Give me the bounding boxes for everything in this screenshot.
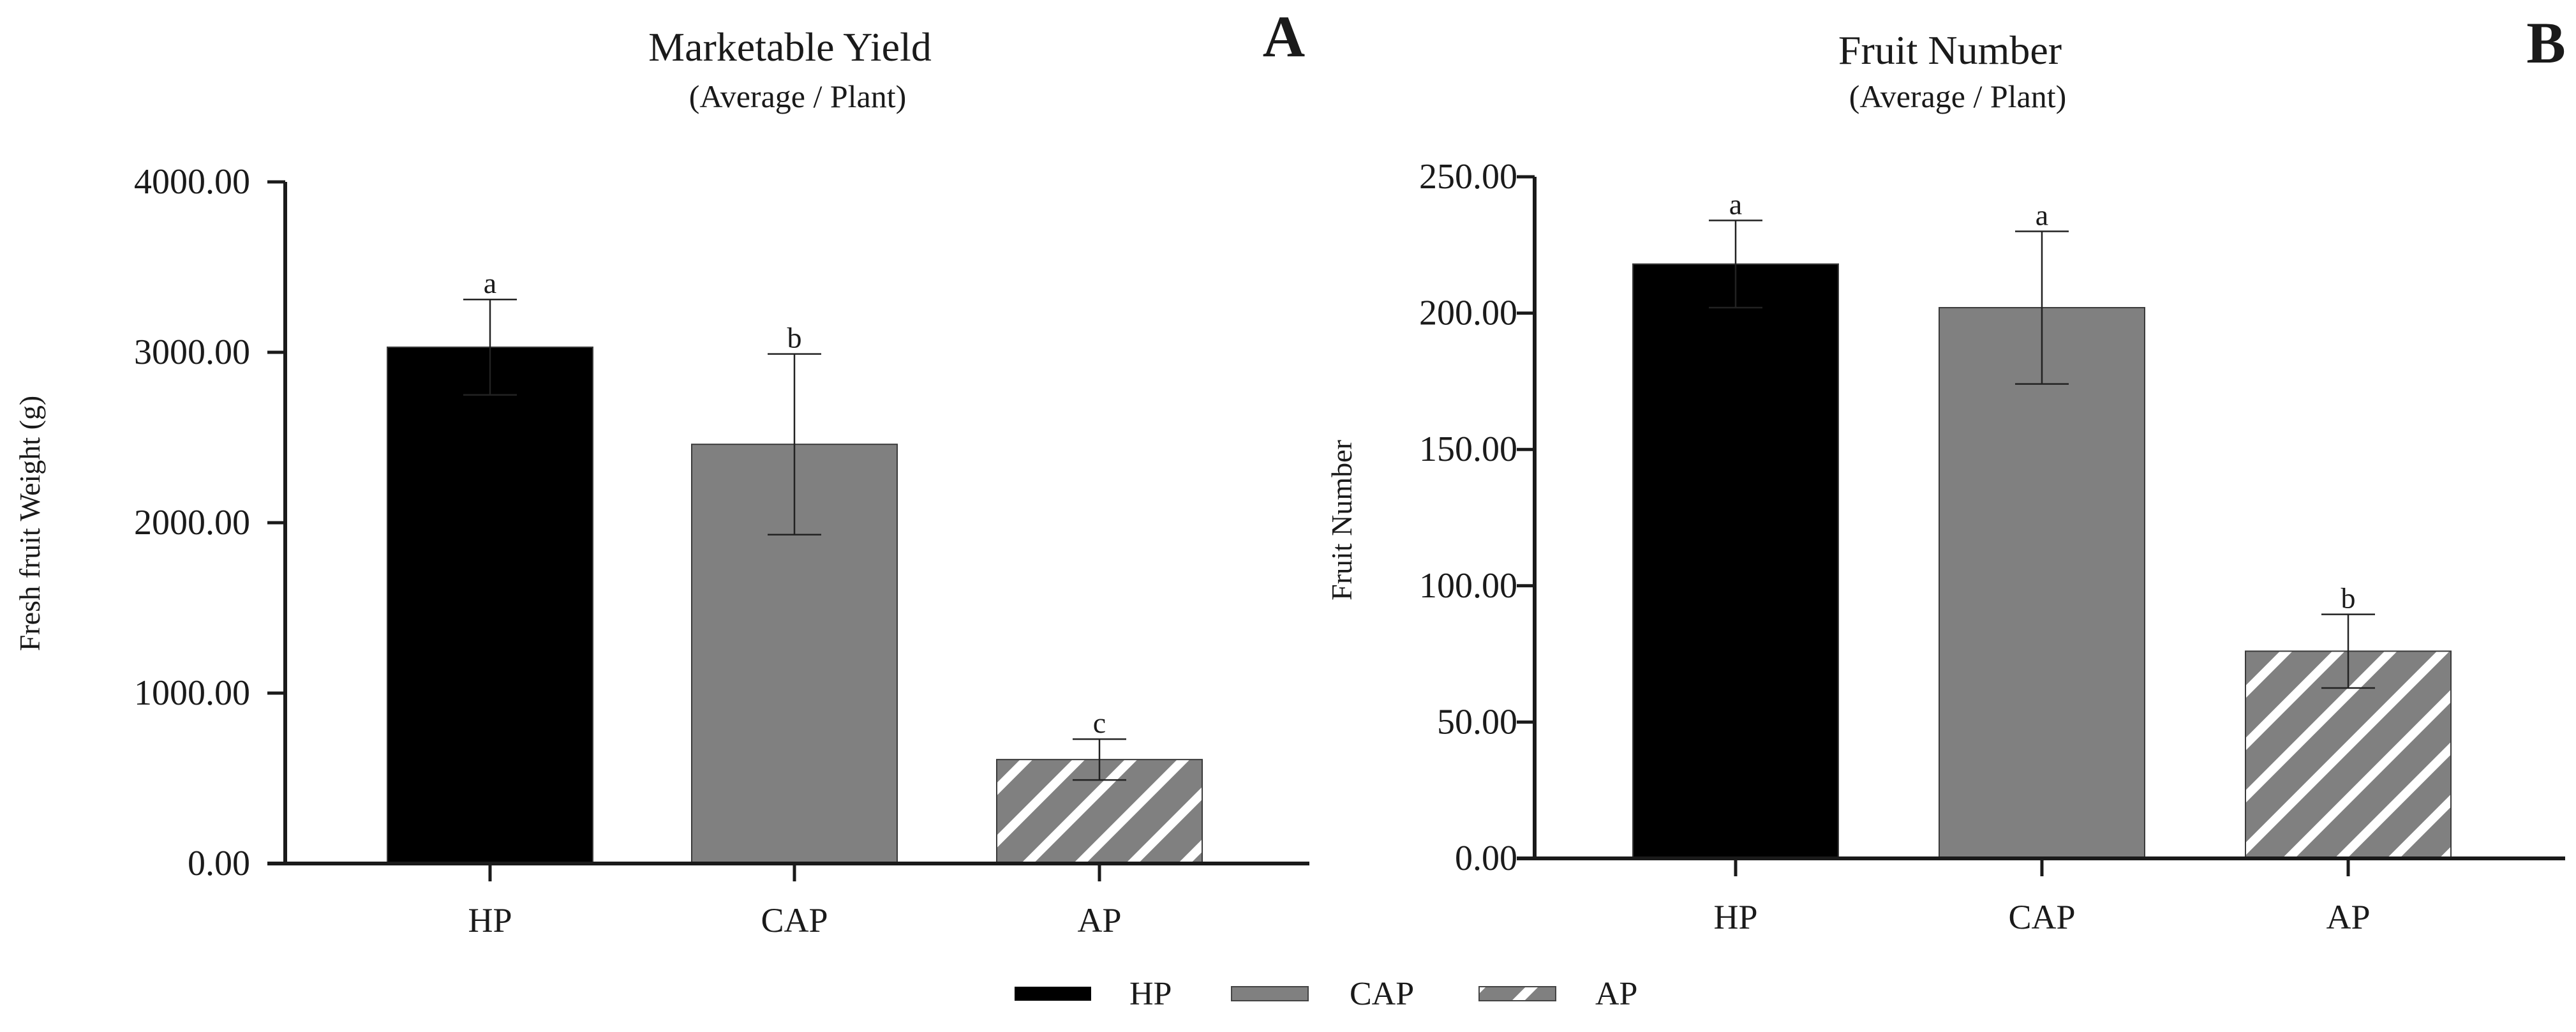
significance-letter-ap-a: c [1093, 707, 1106, 739]
legend: HP CAP AP [1015, 976, 1637, 1012]
y-tick-label-a: 3000.00 [134, 333, 250, 372]
legend-swatch-ap [1478, 986, 1556, 1001]
panel-label-a: A [1263, 4, 1305, 69]
chart-panel-b: Fruit Number (Average / Plant) B Fruit N… [1325, 10, 2566, 936]
legend-label-ap: AP [1595, 976, 1637, 1012]
y-tick-label-a: 1000.00 [134, 673, 250, 713]
x-tick-label-hp-b: HP [1713, 898, 1757, 936]
error-bar-ap-b [2321, 613, 2375, 689]
x-tick-label-cap-b: CAP [2008, 898, 2075, 936]
y-tick-label-a: 0.00 [188, 844, 250, 883]
significance-letter-ap-b: b [2341, 582, 2356, 615]
bar-hp-a [387, 346, 593, 864]
y-tick-label-b: 100.00 [1419, 566, 1517, 606]
panel-label-b: B [2526, 10, 2565, 75]
error-bar-hp-b [1709, 220, 1762, 309]
x-tick-label-ap-b: AP [2326, 898, 2370, 936]
plot-area-a: a HP b CAP c AP 0.00 1000.00 2000.00 3000.00 4000.… [134, 162, 1309, 939]
significance-letter-cap-b: a [2036, 198, 2048, 231]
y-tick-label-b: 200.00 [1419, 294, 1517, 333]
significance-letter-hp-b: a [1729, 188, 1742, 220]
bar-cap-b [1939, 307, 2145, 859]
x-tick-label-ap-a: AP [1077, 901, 1121, 939]
chart-panel-a: Marketable Yield (Average / Plant) A Fre… [13, 4, 1309, 939]
x-tick-label-cap-a: CAP [761, 901, 828, 939]
y-tick-label-b: 150.00 [1419, 430, 1517, 469]
bar-hp-b [1632, 263, 1839, 860]
legend-swatch-cap [1231, 986, 1309, 1001]
error-bar-cap-a [768, 353, 821, 535]
error-bar-hp-a [463, 298, 517, 396]
legend-label-cap: CAP [1350, 976, 1414, 1012]
y-axis-label-a: Fresh fruit Weight (g) [13, 396, 46, 651]
legend-label-hp: HP [1129, 976, 1172, 1012]
chart-title-a: Marketable Yield [648, 24, 932, 70]
significance-letter-cap-a: b [787, 322, 802, 354]
y-tick-label-b: 50.00 [1437, 702, 1517, 742]
legend-swatch-hp [1015, 987, 1091, 1001]
error-bar-ap-a [1073, 738, 1126, 781]
error-bar-cap-b [2015, 230, 2069, 385]
significance-letter-hp-a: a [484, 267, 496, 299]
plot-area-b: a HP a CAP b AP 0.00 50.00 100.00 150.00 200.00 250… [1419, 157, 2565, 936]
chart-subtitle-a: (Average / Plant) [689, 79, 907, 114]
y-tick-label-b: 250.00 [1419, 157, 1517, 197]
x-tick-label-hp-a: HP [468, 901, 512, 939]
y-tick-label-a: 2000.00 [134, 503, 250, 542]
chart-title-b: Fruit Number [1838, 27, 2062, 73]
y-tick-label-b: 0.00 [1455, 839, 1517, 878]
y-axis-label-b: Fruit Number [1325, 440, 1358, 601]
y-tick-label-a: 4000.00 [134, 162, 250, 202]
chart-subtitle-b: (Average / Plant) [1849, 79, 2067, 114]
